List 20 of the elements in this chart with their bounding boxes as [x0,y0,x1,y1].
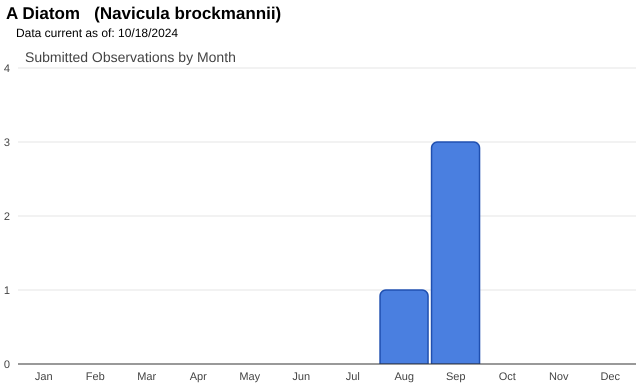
x-tick-label: Mar [137,370,157,383]
x-tick-label: Feb [86,370,105,383]
chart-title: A Diatom (Navicula brockmannii) [6,4,282,24]
x-tick-label: Jan [34,370,53,383]
text: Submitted Observations by Month [25,49,236,65]
chart-subtitle: Data current as of: 10/18/2024 [16,26,178,40]
y-tick-label: 3 [4,136,10,149]
y-tick-label: 1 [4,284,10,297]
x-tick-label: Nov [548,370,570,383]
x-tick-label: Oct [498,370,516,383]
x-tick-label: Sep [446,370,466,383]
x-tick-label: May [239,370,261,383]
y-tick-label: 4 [4,62,10,75]
x-tick-label: Jul [346,370,360,383]
y-tick-label: 0 [4,358,10,371]
x-tick-label: Apr [190,370,208,383]
x-tick-label: Jun [292,370,310,383]
y-tick-label: 2 [4,210,10,223]
x-tick-label: Aug [394,370,414,383]
x-tick-label: Dec [600,370,621,383]
